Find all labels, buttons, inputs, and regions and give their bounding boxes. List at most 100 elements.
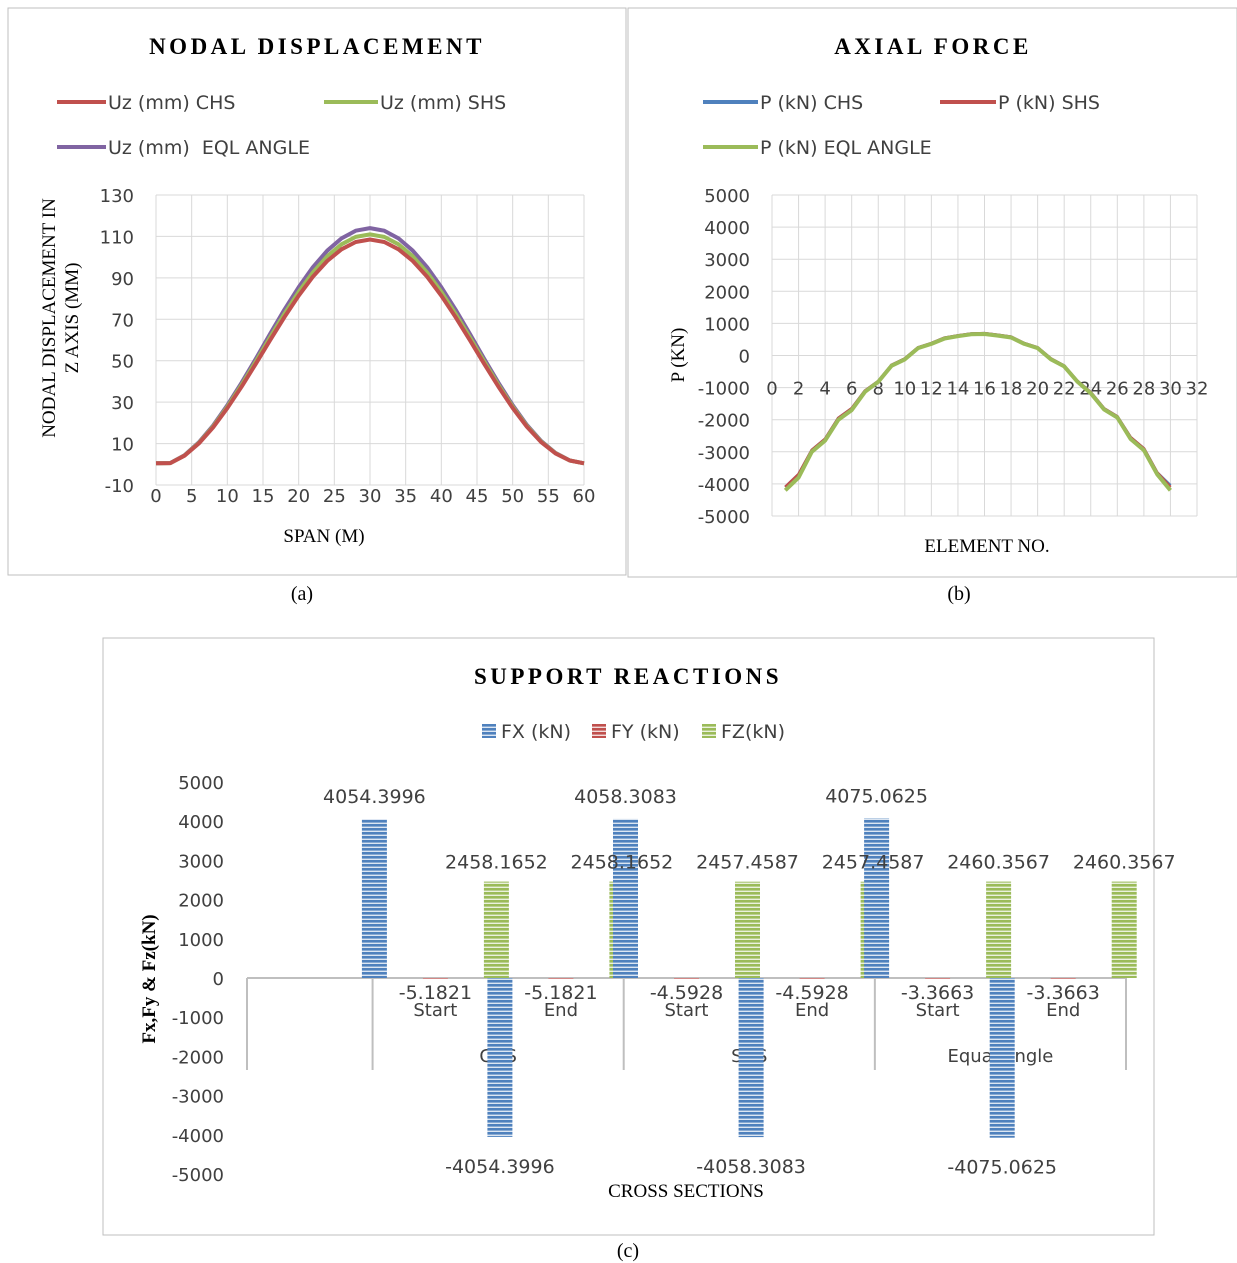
y-tick-label: 30 [111, 393, 134, 414]
data-label-fzkn: 2457.4587 [696, 852, 799, 874]
series-line-p-kn-eql-angle [783, 332, 1172, 492]
legend-item-fx: FX (kN) [482, 721, 571, 743]
data-label-fzkn: 2457.4587 [822, 852, 925, 874]
chart-b-series-lines [783, 331, 1172, 492]
y-tick-label: 4000 [704, 218, 750, 239]
x-tick-label: 12 [920, 379, 943, 400]
legend-item-fz: FZ(kN) [702, 721, 785, 743]
x-tick-label: 25 [323, 486, 346, 507]
data-label-fy: -4.5928 [650, 982, 723, 1004]
data-label-fy: -5.1821 [524, 982, 597, 1004]
x-tick-label: 0 [766, 379, 777, 400]
chart-b-legend: P (kN) CHS P (kN) SHS P (kN) EQL ANGLE [703, 92, 1100, 159]
chart-a-frame [7, 7, 627, 576]
category-label: End [795, 1000, 829, 1021]
x-tick-label: 35 [394, 486, 417, 507]
y-tick-label: -4000 [698, 475, 750, 496]
caption-b: (b) [947, 583, 970, 605]
chart-a-legend: Uz (mm) CHS Uz (mm) SHS Uz (mm) EQL ANGL… [57, 92, 506, 159]
x-tick-label: 16 [973, 379, 996, 400]
category-label: Start [665, 1000, 709, 1021]
y-tick-label: 3000 [178, 851, 224, 872]
chart-c-bars [361, 818, 1137, 1138]
x-tick-label: 26 [1106, 379, 1129, 400]
x-tick-label: 55 [537, 486, 560, 507]
x-tick-label: 4 [819, 379, 830, 400]
data-label-fy: -5.1821 [399, 982, 472, 1004]
legend-label-uz-chs: Uz (mm) CHS [108, 92, 235, 114]
x-tick-label: 30 [1159, 379, 1182, 400]
y-tick-label: -1000 [698, 379, 750, 400]
chart-c-tick-labels: -5000 -4000 -3000 -2000 -1000 0 1000 2000 3000 40… [172, 773, 224, 1186]
legend-item-fy: FY (kN) [592, 721, 680, 743]
caption-c: (c) [617, 1240, 639, 1262]
y-tick-label: -2000 [172, 1047, 224, 1068]
chart-a-xlabel: SPAN (M) [283, 526, 364, 547]
data-label-fx: 4075.0625 [825, 785, 928, 807]
x-tick-label: 15 [252, 486, 275, 507]
legend-item-uz-chs: Uz (mm) CHS [57, 92, 235, 114]
x-tick-label: 10 [216, 486, 239, 507]
y-tick-label: 2000 [178, 891, 224, 912]
y-tick-label: 3000 [704, 250, 750, 271]
x-tick-label: 32 [1186, 379, 1209, 400]
bar-fx [864, 818, 890, 978]
legend-item-p-eql-angle: P (kN) EQL ANGLE [703, 137, 932, 159]
chart-c-xlabel: CROSS SECTIONS [608, 1181, 764, 1202]
y-tick-label: -2000 [698, 411, 750, 432]
legend-swatch-fy [592, 724, 606, 738]
bar-fy [799, 978, 825, 979]
data-label-fy: -3.3663 [1027, 982, 1100, 1004]
bar-fx [487, 978, 513, 1137]
chart-support-reactions: SUPPORT REACTIONS FX (kN) FY (kN) FZ(kN)… [102, 637, 1176, 1236]
chart-b-xlabel: ELEMENT NO. [924, 536, 1049, 557]
data-label-fzkn: 2460.3567 [947, 852, 1050, 874]
x-tick-label: 20 [1026, 379, 1049, 400]
bar-fx [613, 818, 638, 978]
x-tick-label: 18 [1000, 379, 1023, 400]
category-label: Start [413, 1000, 457, 1021]
data-label-fzkn: 2458.1652 [445, 852, 548, 874]
chart-a-tick-labels: 0 5 10 15 20 25 30 35 40 45 50 55 60 -10 10 30 50 70 90 110… [100, 186, 596, 507]
y-tick-label: 110 [100, 227, 134, 248]
chart-c-ylabel: Fx,Fy & Fz(kN) [139, 914, 160, 1043]
bar-fzkn [483, 881, 509, 978]
chart-a-gridlines [155, 194, 585, 486]
data-label-fx: -4075.0625 [947, 1157, 1057, 1179]
data-label-fy: -4.5928 [775, 982, 848, 1004]
chart-a-title: NODAL DISPLACEMENT [149, 34, 485, 59]
x-tick-label: 6 [846, 379, 857, 400]
data-label-fy: -3.3663 [901, 982, 974, 1004]
category-label: Start [916, 1000, 960, 1021]
bar-fy [422, 978, 448, 979]
legend-label-fx: FX (kN) [501, 721, 571, 743]
bar-fzkn [1111, 881, 1137, 978]
y-tick-label: -5000 [172, 1165, 224, 1186]
y-tick-label: 90 [111, 269, 134, 290]
bar-fy [1050, 978, 1076, 979]
legend-item-p-shs: P (kN) SHS [940, 92, 1100, 114]
bar-fzkn [735, 881, 760, 978]
chart-a-ylabel-line1: NODAL DISPLACEMENT IN [39, 198, 60, 438]
bar-fy [925, 978, 951, 979]
x-tick-label: 50 [501, 486, 524, 507]
chart-nodal-displacement: NODAL DISPLACEMENT Uz (mm) CHS Uz (mm) S… [7, 7, 627, 576]
x-tick-label: 8 [873, 379, 884, 400]
chart-a-series-lines [155, 226, 585, 466]
chart-c-data-labels: 4054.3996 -5.1821 2458.1652 -4054.3996 -5.18… [323, 785, 1176, 1178]
x-tick-label: 10 [893, 379, 916, 400]
y-tick-label: -3000 [172, 1087, 224, 1108]
legend-item-uz-eql-angle: Uz (mm) EQL ANGLE [57, 137, 310, 159]
x-tick-label: 22 [1053, 379, 1076, 400]
x-tick-label: 30 [359, 486, 382, 507]
chart-c-legend: FX (kN) FY (kN) FZ(kN) [482, 721, 785, 743]
category-label: End [544, 1000, 578, 1021]
y-tick-label: 50 [111, 352, 134, 373]
chart-b-tick-labels: 0 2 4 6 8 10 12 14 16 18 20 22 24 26 28 30 32-5000-4000-… [698, 186, 1209, 528]
y-tick-label: 4000 [178, 812, 224, 833]
chart-c-title: SUPPORT REACTIONS [474, 664, 782, 689]
legend-swatch-fz [702, 724, 716, 738]
legend-label-uz-eql-angle: Uz (mm) EQL ANGLE [108, 137, 310, 159]
series-line-uz-mm-chs [155, 237, 585, 466]
